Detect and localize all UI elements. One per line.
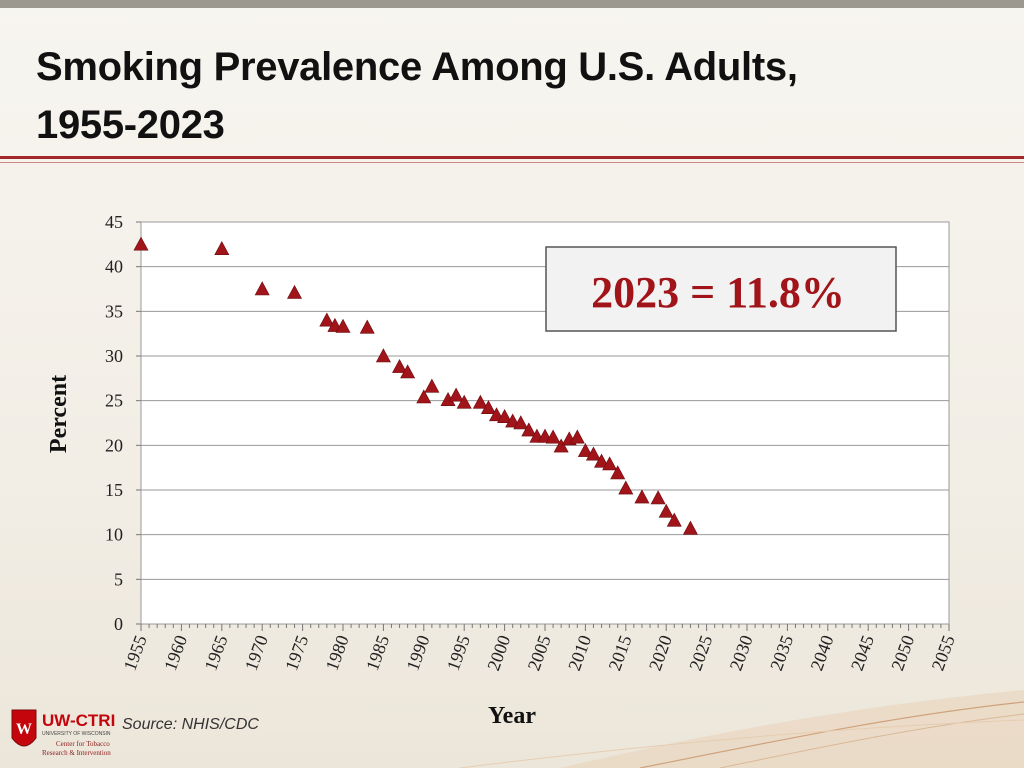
- gridlines: [141, 221, 949, 580]
- y-tick-label: 30: [105, 346, 123, 366]
- data-point-1995: [456, 394, 472, 409]
- data-point-2013: [602, 456, 618, 471]
- y-tick-label: 25: [105, 391, 123, 411]
- x-tick-label: 2005: [524, 633, 555, 674]
- data-point-1983: [359, 319, 375, 334]
- y-tick-label: 40: [105, 257, 123, 277]
- data-point-1970: [254, 281, 270, 296]
- x-tick-label: 1970: [241, 633, 272, 674]
- x-axis-label: Year: [488, 703, 536, 729]
- x-tick-label: 2045: [847, 633, 878, 674]
- data-point-1997: [472, 394, 488, 409]
- data-point-2009: [569, 429, 585, 444]
- data-point-1991: [424, 378, 440, 393]
- data-point-2007: [553, 438, 569, 453]
- source-note: Source: NHIS/CDC: [122, 716, 259, 733]
- data-point-1988: [400, 364, 416, 379]
- data-point-2010: [577, 442, 593, 457]
- data-point-2021: [666, 512, 682, 527]
- y-tick-label: 10: [105, 525, 123, 545]
- title-line-2: 1955-2023: [36, 103, 225, 147]
- x-tick-label: 2055: [928, 633, 959, 674]
- data-point-2003: [521, 422, 537, 437]
- data-point-2017: [634, 489, 650, 504]
- x-tick-label: 1955: [120, 633, 151, 674]
- y-tick-label: 35: [105, 301, 123, 321]
- y-tick-label: 0: [114, 614, 123, 634]
- title-rule: [0, 156, 1024, 159]
- x-tick-label: 2050: [887, 633, 918, 674]
- x-tick-label: 2020: [645, 633, 676, 674]
- y-tick-label: 15: [105, 480, 123, 500]
- x-tick-label: 2010: [564, 633, 595, 674]
- data-point-1987: [392, 358, 408, 373]
- x-tick-label: 2025: [685, 633, 716, 674]
- logo-wordmark: UW-CTRI: [42, 711, 115, 730]
- logo-center-line2: Research & Intervention: [42, 749, 111, 757]
- callout-text: 2023 = 11.8%: [591, 268, 845, 317]
- title-line-1: Smoking Prevalence Among U.S. Adults,: [36, 45, 798, 89]
- slide-title: Smoking Prevalence Among U.S. Adults, 19…: [36, 38, 996, 154]
- data-point-2012: [594, 453, 610, 468]
- top-bar: [0, 0, 1024, 8]
- data-point-1985: [375, 348, 391, 363]
- x-tick-label: 1965: [200, 633, 231, 674]
- data-point-1994: [448, 387, 464, 402]
- y-tick-label: 5: [114, 569, 123, 589]
- x-tick-label: 1995: [443, 633, 474, 674]
- data-point-1998: [480, 400, 496, 415]
- data-point-2000: [497, 409, 513, 423]
- x-tick-label: 2035: [766, 633, 797, 674]
- y-tick-label: 20: [105, 435, 123, 455]
- y-tick-labels: 0 5 10 15 20 25 30 35 40 45: [105, 212, 141, 634]
- x-tick-label: 2000: [483, 633, 514, 674]
- x-tick-label: 2030: [726, 633, 757, 674]
- svg-text:W: W: [16, 721, 32, 738]
- x-tick-label: 1985: [362, 633, 393, 674]
- logo-center-line1: Center for Tobacco: [56, 740, 110, 748]
- data-point-1978: [319, 312, 335, 327]
- data-point-2023: [682, 520, 698, 535]
- data-point-2020: [658, 503, 674, 518]
- data-point-1990: [416, 389, 432, 404]
- x-tick-label: 1975: [281, 633, 312, 674]
- data-point-1965: [214, 241, 230, 255]
- x-tick-label: 2015: [604, 633, 635, 674]
- x-tick-label: 2040: [806, 633, 837, 674]
- title-rule-thin: [0, 162, 1024, 163]
- uw-ctri-logo: W UW-CTRI UNIVERSITY OF WISCONSIN Center…: [8, 704, 124, 760]
- data-point-1974: [287, 284, 303, 299]
- logo-subtitle: UNIVERSITY OF WISCONSIN: [42, 731, 111, 737]
- data-point-2002: [513, 415, 529, 430]
- y-axis-label: Percent: [46, 375, 72, 453]
- callout-box: 2023 = 11.8%: [545, 246, 897, 332]
- x-tick-labels: 1955 1960 1965 1970 1975 1980 1985 1990 1995 2000…: [120, 624, 959, 673]
- data-point-2011: [585, 446, 601, 461]
- data-points: [133, 236, 698, 535]
- data-point-2015: [618, 480, 634, 495]
- x-tick-label: 1990: [402, 633, 433, 674]
- data-point-2006: [545, 429, 561, 444]
- data-point-1980: [335, 318, 351, 333]
- data-point-2019: [650, 490, 666, 505]
- data-point-1955: [133, 236, 149, 251]
- x-tick-label: 1960: [160, 633, 191, 674]
- y-tick-label: 45: [105, 212, 123, 232]
- x-tick-label: 1980: [322, 633, 353, 674]
- data-point-2014: [610, 465, 626, 480]
